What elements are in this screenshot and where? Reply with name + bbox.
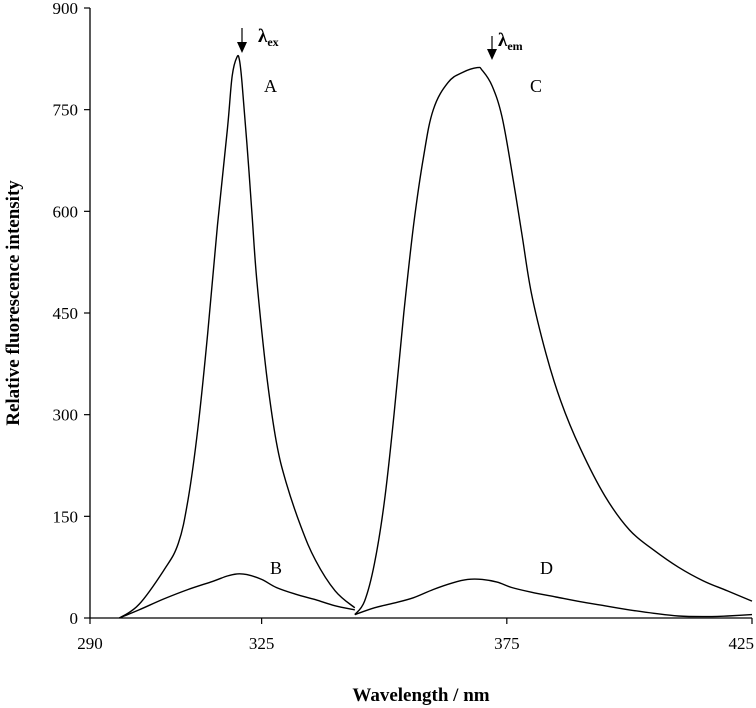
curve-label-b: B [270,558,282,578]
x-tick-label: 425 [729,634,755,653]
curves [119,54,753,619]
y-tick-label: 150 [53,507,79,526]
series-line-b [119,573,355,619]
excitation-label: λex [258,26,279,49]
curve-label-a: A [264,76,277,96]
y-tick-label: 600 [53,202,79,221]
x-tick-label: 290 [77,634,103,653]
excitation-arrow-head [237,42,247,53]
curve-label-d: D [540,558,553,578]
y-tick-label: 750 [53,101,79,120]
emission-marker: λem [487,30,523,60]
x-tick-label: 375 [494,634,520,653]
series-line-c [354,66,753,616]
emission-label: λem [498,30,523,53]
x-axis: 290 325 375 425 [77,617,754,653]
y-tick-label: 300 [53,406,79,425]
series-line-d [354,578,753,618]
series-line-a [119,54,356,619]
y-tick-label: 0 [70,609,79,628]
x-tick-label: 325 [249,634,275,653]
curve-label-c: C [530,76,542,96]
y-axis: 0 150 300 450 600 750 900 [53,0,91,628]
y-axis-title: Relative fluorescence intensity [3,180,24,426]
curve-labels: A B C D [264,76,553,578]
y-tick-label: 450 [53,304,79,323]
emission-arrow-head [487,49,497,60]
y-tick-group: 0 150 300 450 600 750 900 [53,0,90,628]
x-tick-group: 290 325 375 425 [77,618,754,653]
y-tick-label: 900 [53,0,79,18]
excitation-marker: λex [237,26,279,53]
x-axis-title: Wavelength / nm [352,685,489,706]
